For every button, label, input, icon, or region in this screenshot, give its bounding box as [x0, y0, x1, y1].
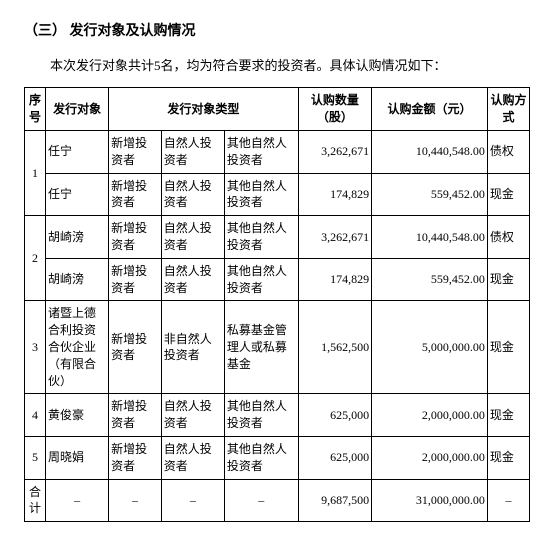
table-row: 胡崎滂新增投资者自然人投资者其他自然人投资者174,829559,452.00现…	[25, 258, 530, 301]
cell-type2: 自然人投资者	[161, 173, 224, 216]
cell-amount: 10,440,548.00	[372, 130, 488, 173]
total-quantity: 9,687,500	[298, 479, 372, 522]
total-dash: –	[109, 479, 162, 522]
cell-quantity: 3,262,671	[298, 216, 372, 259]
cell-type3: 其他自然人投资者	[224, 216, 298, 259]
total-dash: –	[487, 479, 529, 522]
col-header-object: 发行对象	[46, 88, 109, 131]
cell-type2: 自然人投资者	[161, 130, 224, 173]
cell-index: 2	[25, 216, 46, 301]
cell-index: 1	[25, 130, 46, 215]
cell-quantity: 625,000	[298, 394, 372, 437]
cell-type1: 新增投资者	[109, 216, 162, 259]
cell-quantity: 1,562,500	[298, 301, 372, 394]
cell-type1: 新增投资者	[109, 301, 162, 394]
cell-method: 现金	[487, 394, 529, 437]
cell-method: 现金	[487, 173, 529, 216]
cell-type1: 新增投资者	[109, 436, 162, 479]
cell-index: 3	[25, 301, 46, 394]
cell-type1: 新增投资者	[109, 394, 162, 437]
total-dash: –	[224, 479, 298, 522]
col-header-type: 发行对象类型	[109, 88, 298, 131]
total-amount: 31,000,000.00	[372, 479, 488, 522]
total-dash: –	[46, 479, 109, 522]
table-row: 任宁新增投资者自然人投资者其他自然人投资者174,829559,452.00现金	[25, 173, 530, 216]
cell-amount: 10,440,548.00	[372, 216, 488, 259]
table-row: 4黄俊豪新增投资者自然人投资者其他自然人投资者625,0002,000,000.…	[25, 394, 530, 437]
table-header-row: 序号 发行对象 发行对象类型 认购数量（股） 认购金额（元） 认购方式	[25, 88, 530, 131]
table-total-row: 合计 – – – – 9,687,500 31,000,000.00 –	[25, 479, 530, 522]
cell-type1: 新增投资者	[109, 130, 162, 173]
cell-type1: 新增投资者	[109, 258, 162, 301]
col-header-method: 认购方式	[487, 88, 529, 131]
cell-amount: 559,452.00	[372, 173, 488, 216]
cell-method: 现金	[487, 258, 529, 301]
cell-type3: 其他自然人投资者	[224, 258, 298, 301]
cell-object: 任宁	[46, 130, 109, 173]
cell-index: 5	[25, 436, 46, 479]
section-heading: （三） 发行对象及认购情况	[24, 20, 530, 40]
cell-quantity: 174,829	[298, 173, 372, 216]
total-dash: –	[161, 479, 224, 522]
col-header-index: 序号	[25, 88, 46, 131]
cell-amount: 2,000,000.00	[372, 436, 488, 479]
cell-object: 黄俊豪	[46, 394, 109, 437]
cell-type2: 自然人投资者	[161, 436, 224, 479]
table-row: 3诸暨上德合利投资合伙企业（有限合伙）新增投资者非自然人投资者私募基金管理人或私…	[25, 301, 530, 394]
total-label: 合计	[25, 479, 46, 522]
col-header-quantity: 认购数量（股）	[298, 88, 372, 131]
cell-quantity: 625,000	[298, 436, 372, 479]
cell-amount: 559,452.00	[372, 258, 488, 301]
subscription-table: 序号 发行对象 发行对象类型 认购数量（股） 认购金额（元） 认购方式 1任宁新…	[24, 87, 530, 522]
cell-type2: 自然人投资者	[161, 394, 224, 437]
cell-type2: 自然人投资者	[161, 216, 224, 259]
cell-object: 胡崎滂	[46, 258, 109, 301]
cell-type3: 私募基金管理人或私募基金	[224, 301, 298, 394]
cell-object: 任宁	[46, 173, 109, 216]
table-row: 2胡崎滂新增投资者自然人投资者其他自然人投资者3,262,67110,440,5…	[25, 216, 530, 259]
cell-method: 债权	[487, 216, 529, 259]
table-row: 5周晓娟新增投资者自然人投资者其他自然人投资者625,0002,000,000.…	[25, 436, 530, 479]
cell-method: 债权	[487, 130, 529, 173]
cell-quantity: 3,262,671	[298, 130, 372, 173]
cell-method: 现金	[487, 301, 529, 394]
cell-amount: 2,000,000.00	[372, 394, 488, 437]
cell-index: 4	[25, 394, 46, 437]
cell-type3: 其他自然人投资者	[224, 130, 298, 173]
cell-method: 现金	[487, 436, 529, 479]
cell-quantity: 174,829	[298, 258, 372, 301]
cell-type2: 自然人投资者	[161, 258, 224, 301]
cell-amount: 5,000,000.00	[372, 301, 488, 394]
cell-object: 周晓娟	[46, 436, 109, 479]
intro-paragraph: 本次发行对象共计5名，均为符合要求的投资者。具体认购情况如下：	[24, 54, 530, 77]
cell-object: 诸暨上德合利投资合伙企业（有限合伙）	[46, 301, 109, 394]
cell-type3: 其他自然人投资者	[224, 173, 298, 216]
cell-type2: 非自然人投资者	[161, 301, 224, 394]
col-header-amount: 认购金额（元）	[372, 88, 488, 131]
cell-object: 胡崎滂	[46, 216, 109, 259]
cell-type3: 其他自然人投资者	[224, 436, 298, 479]
cell-type1: 新增投资者	[109, 173, 162, 216]
table-row: 1任宁新增投资者自然人投资者其他自然人投资者3,262,67110,440,54…	[25, 130, 530, 173]
cell-type3: 其他自然人投资者	[224, 394, 298, 437]
